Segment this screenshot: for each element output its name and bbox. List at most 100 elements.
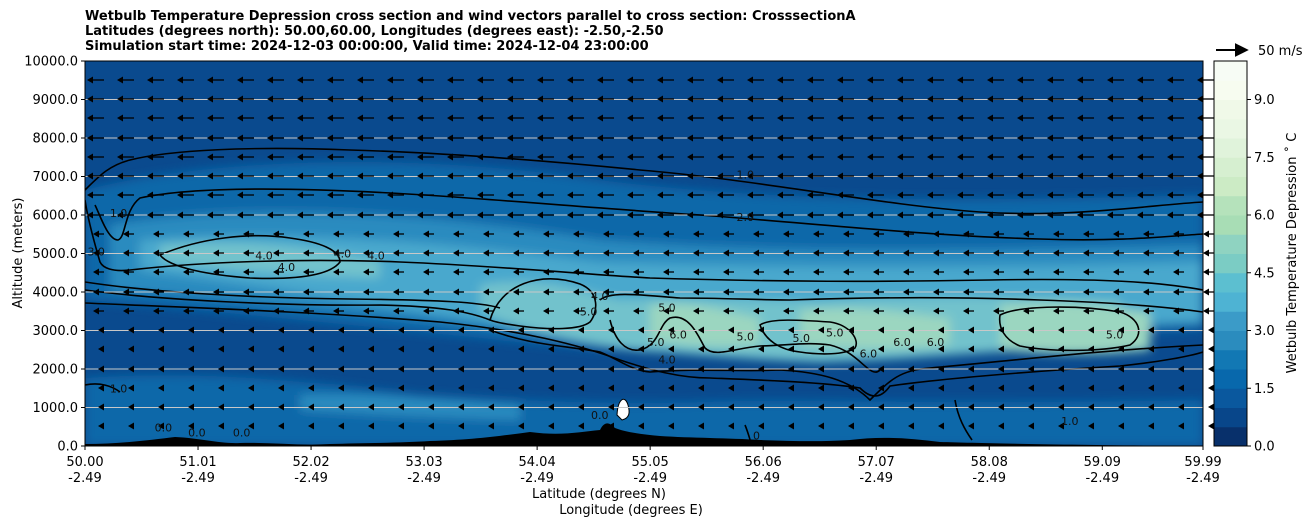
wind-arrowhead [1148,403,1154,411]
wind-arrowhead [1017,134,1023,142]
wind-arrowhead [1137,95,1143,103]
wind-arrowhead [927,191,933,199]
contour-label: 3.0 [87,246,105,259]
wind-arrowhead [597,76,603,84]
wind-arrowhead [758,384,764,392]
wind-arrowhead [1137,191,1143,199]
wind-arrowhead [867,211,873,219]
wind-arrowhead [1088,326,1094,334]
wind-arrowhead [453,288,459,296]
wind-arrowhead [1107,172,1113,180]
wind-arrowhead [428,345,434,353]
wind-arrowhead [1047,211,1053,219]
wind-arrowhead [147,191,153,199]
wind-arrowhead [1047,95,1053,103]
wind-arrowhead [1208,345,1214,353]
wind-arrowhead [537,211,543,219]
wind-arrowhead [458,326,464,334]
wind-arrowhead [87,153,93,161]
wind-arrowhead [158,345,164,353]
contour-label: 4.0 [367,249,385,262]
wind-arrowhead [1208,365,1214,373]
wind-arrowhead [1148,345,1154,353]
colorbar-label: Wetbulb Temperature Depression ˚ C [1284,133,1300,374]
wind-arrowhead [807,153,813,161]
wind-arrowhead [123,230,129,238]
wind-arrowhead [698,365,704,373]
wind-arrowhead [158,365,164,373]
wind-arrowhead [327,172,333,180]
wind-arrowhead [783,307,789,315]
wind-arrowhead [237,134,243,142]
wind-arrowhead [153,268,159,276]
wind-arrowhead [417,191,423,199]
wind-arrowhead [788,326,794,334]
contour-label: 6.0 [669,328,687,341]
wind-arrowhead [237,172,243,180]
x-axis-label-latitude: Latitude (degrees N) [532,487,666,502]
y-tick-label: 4000.0 [33,286,79,301]
contour-label: 5.0 [737,330,755,343]
wind-arrowhead [368,326,374,334]
wind-arrowhead [117,172,123,180]
wind-arrowhead [248,384,254,392]
contour-line [489,277,597,330]
x-tick-label-lon: -2.49 [520,471,554,486]
wind-arrowhead [837,172,843,180]
wind-arrowhead [368,422,374,430]
colorbar-segment [1214,388,1247,408]
wind-arrowhead [1167,153,1173,161]
wind-arrowhead [957,211,963,219]
wind-arrowhead [1077,95,1083,103]
wind-arrowhead [848,403,854,411]
contour-label: 5.0 [826,326,844,339]
wind-arrowhead [897,153,903,161]
wind-arrowhead [728,326,734,334]
wind-arrowhead [1023,268,1029,276]
wind-arrowhead [1137,153,1143,161]
wind-arrowhead [867,134,873,142]
contour-label: 0.0 [591,409,609,422]
wind-arrowhead [747,211,753,219]
wind-arrowhead [1107,114,1113,122]
wind-arrowhead [428,384,434,392]
wind-arrowhead [483,288,489,296]
wind-arrowhead [837,134,843,142]
wind-arrowhead [453,268,459,276]
wind-arrowhead [897,134,903,142]
wind-arrowhead [657,172,663,180]
wind-arrowhead [117,95,123,103]
wind-arrowhead [843,288,849,296]
wind-arrowhead [603,249,609,257]
wind-arrowhead [447,134,453,142]
wind-arrowhead [693,268,699,276]
wind-arrowhead [627,153,633,161]
wind-arrowhead [177,114,183,122]
y-tick-label: 0.0 [57,440,78,455]
wind-arrowhead [753,288,759,296]
wind-arrowhead [207,95,213,103]
wind-arrowhead [663,249,669,257]
wind-arrowhead [518,365,524,373]
wind-arrowhead [693,288,699,296]
wind-arrowhead [398,384,404,392]
wind-arrowhead [818,403,824,411]
wind-arrowhead [1017,211,1023,219]
wind-arrowhead [458,345,464,353]
wind-arrowhead [1083,230,1089,238]
wind-arrowhead [488,403,494,411]
wind-arrowhead [717,134,723,142]
wind-arrowhead [428,422,434,430]
wind-arrowhead [98,345,104,353]
wind-arrowhead [957,95,963,103]
wind-arrowhead [338,345,344,353]
wind-arrowhead [723,307,729,315]
contour-label: 0.0 [188,427,206,440]
wind-arrowhead [933,230,939,238]
wind-arrowhead [1167,191,1173,199]
wind-arrowhead [537,76,543,84]
wind-arrowhead [327,134,333,142]
terrain [85,423,1203,446]
wind-arrowhead [267,95,273,103]
contour-label: 0 [753,430,760,443]
